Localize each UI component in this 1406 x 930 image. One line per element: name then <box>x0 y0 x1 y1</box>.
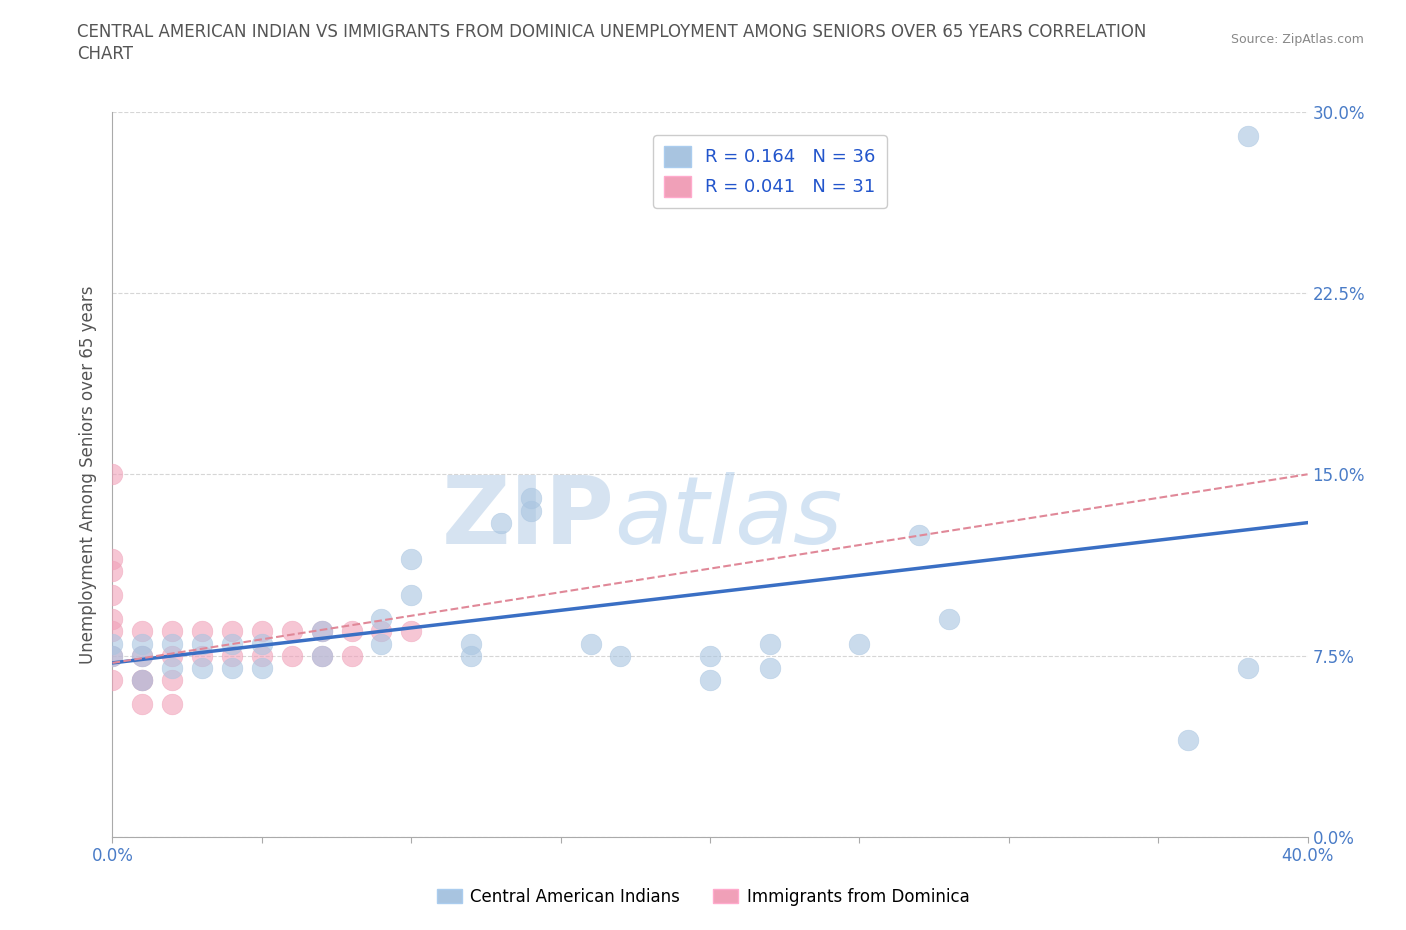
Point <box>460 648 482 663</box>
Point <box>401 551 423 566</box>
Point <box>1177 733 1199 748</box>
Point <box>131 672 153 687</box>
Point <box>101 588 124 603</box>
Point <box>131 648 153 663</box>
Point <box>759 636 782 651</box>
Point <box>101 648 124 663</box>
Point <box>162 624 183 639</box>
Point <box>520 503 543 518</box>
Point <box>191 624 214 639</box>
Point <box>131 672 153 687</box>
Point <box>579 636 602 651</box>
Point <box>101 672 124 687</box>
Point <box>131 697 153 711</box>
Point <box>101 551 124 566</box>
Point <box>131 624 153 639</box>
Point <box>520 491 543 506</box>
Point <box>340 624 363 639</box>
Point <box>221 648 243 663</box>
Point <box>101 624 124 639</box>
Legend: R = 0.164   N = 36, R = 0.041   N = 31: R = 0.164 N = 36, R = 0.041 N = 31 <box>652 135 887 207</box>
Point <box>311 624 333 639</box>
Text: CHART: CHART <box>77 45 134 62</box>
Point <box>250 648 273 663</box>
Point <box>250 636 273 651</box>
Y-axis label: Unemployment Among Seniors over 65 years: Unemployment Among Seniors over 65 years <box>79 286 97 663</box>
Point <box>131 672 153 687</box>
Point <box>191 660 214 675</box>
Point <box>101 564 124 578</box>
Point <box>250 624 273 639</box>
Point <box>908 527 931 542</box>
Point <box>131 636 153 651</box>
Text: CENTRAL AMERICAN INDIAN VS IMMIGRANTS FROM DOMINICA UNEMPLOYMENT AMONG SENIORS O: CENTRAL AMERICAN INDIAN VS IMMIGRANTS FR… <box>77 23 1147 41</box>
Point <box>191 648 214 663</box>
Point <box>370 636 392 651</box>
Point <box>162 672 183 687</box>
Point <box>191 636 214 651</box>
Point <box>401 588 423 603</box>
Point <box>489 515 512 530</box>
Point <box>221 636 243 651</box>
Point <box>311 648 333 663</box>
Point <box>162 636 183 651</box>
Point <box>162 660 183 675</box>
Point <box>101 467 124 482</box>
Point <box>311 648 333 663</box>
Point <box>401 624 423 639</box>
Point <box>221 624 243 639</box>
Point <box>101 648 124 663</box>
Point <box>131 648 153 663</box>
Text: Source: ZipAtlas.com: Source: ZipAtlas.com <box>1230 33 1364 46</box>
Point <box>848 636 870 651</box>
Point <box>281 624 304 639</box>
Point <box>221 660 243 675</box>
Point <box>340 648 363 663</box>
Text: atlas: atlas <box>614 472 842 564</box>
Point <box>281 648 304 663</box>
Point <box>759 660 782 675</box>
Text: ZIP: ZIP <box>441 472 614 564</box>
Point <box>311 624 333 639</box>
Point <box>162 697 183 711</box>
Point <box>101 636 124 651</box>
Point <box>609 648 631 663</box>
Point <box>162 648 183 663</box>
Point <box>370 612 392 627</box>
Point <box>101 612 124 627</box>
Point <box>460 636 482 651</box>
Point <box>1237 128 1260 143</box>
Point <box>250 660 273 675</box>
Point <box>699 648 721 663</box>
Point <box>699 672 721 687</box>
Point <box>1237 660 1260 675</box>
Point <box>370 624 392 639</box>
Point <box>938 612 960 627</box>
Legend: Central American Indians, Immigrants from Dominica: Central American Indians, Immigrants fro… <box>430 881 976 912</box>
